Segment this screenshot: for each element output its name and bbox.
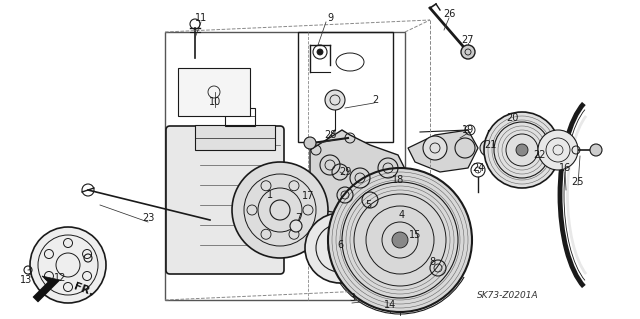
Polygon shape <box>33 276 60 302</box>
Text: 24: 24 <box>472 163 484 173</box>
Circle shape <box>590 144 602 156</box>
Bar <box>178 68 250 116</box>
Circle shape <box>305 213 375 283</box>
Bar <box>165 32 405 300</box>
Circle shape <box>484 112 560 188</box>
Circle shape <box>538 130 578 170</box>
Text: 12: 12 <box>54 273 66 283</box>
Ellipse shape <box>194 80 234 104</box>
Text: 13: 13 <box>20 275 32 285</box>
Text: 10: 10 <box>209 97 221 107</box>
Circle shape <box>328 168 472 312</box>
Circle shape <box>392 232 408 248</box>
Bar <box>195 125 275 150</box>
Text: 1: 1 <box>267 190 273 200</box>
Text: 16: 16 <box>559 163 571 173</box>
Circle shape <box>423 136 447 160</box>
Circle shape <box>317 49 323 55</box>
Text: 29: 29 <box>339 167 351 177</box>
Circle shape <box>232 162 328 258</box>
Bar <box>298 32 393 142</box>
Text: FR.: FR. <box>72 282 95 298</box>
Circle shape <box>461 45 475 59</box>
Circle shape <box>304 137 316 149</box>
Text: 7: 7 <box>295 213 301 223</box>
Text: 3: 3 <box>349 293 355 303</box>
Circle shape <box>480 140 496 156</box>
Text: 8: 8 <box>429 257 435 267</box>
Circle shape <box>516 144 528 156</box>
Text: 20: 20 <box>506 113 518 123</box>
Text: 14: 14 <box>384 300 396 310</box>
Text: 4: 4 <box>399 210 405 220</box>
Text: 17: 17 <box>302 191 314 201</box>
Text: 23: 23 <box>142 213 154 223</box>
Text: 2: 2 <box>372 95 378 105</box>
Text: SK73-Z0201A: SK73-Z0201A <box>477 292 539 300</box>
Text: 5: 5 <box>365 200 371 210</box>
Text: 9: 9 <box>327 13 333 23</box>
Text: 28: 28 <box>324 130 336 140</box>
Text: 6: 6 <box>337 240 343 250</box>
Text: 27: 27 <box>461 35 474 45</box>
Text: 25: 25 <box>572 177 584 187</box>
Text: 26: 26 <box>443 9 455 19</box>
Circle shape <box>325 90 345 110</box>
Text: 15: 15 <box>409 230 421 240</box>
Text: 18: 18 <box>392 175 404 185</box>
Polygon shape <box>408 130 478 172</box>
Circle shape <box>290 220 302 232</box>
Circle shape <box>30 227 106 303</box>
Text: 11: 11 <box>195 13 207 23</box>
Text: 19: 19 <box>462 125 474 135</box>
Text: 21: 21 <box>484 140 496 150</box>
Polygon shape <box>310 130 408 215</box>
Bar <box>225 108 255 126</box>
Text: 22: 22 <box>534 150 547 160</box>
FancyBboxPatch shape <box>166 126 284 274</box>
Circle shape <box>335 243 345 253</box>
